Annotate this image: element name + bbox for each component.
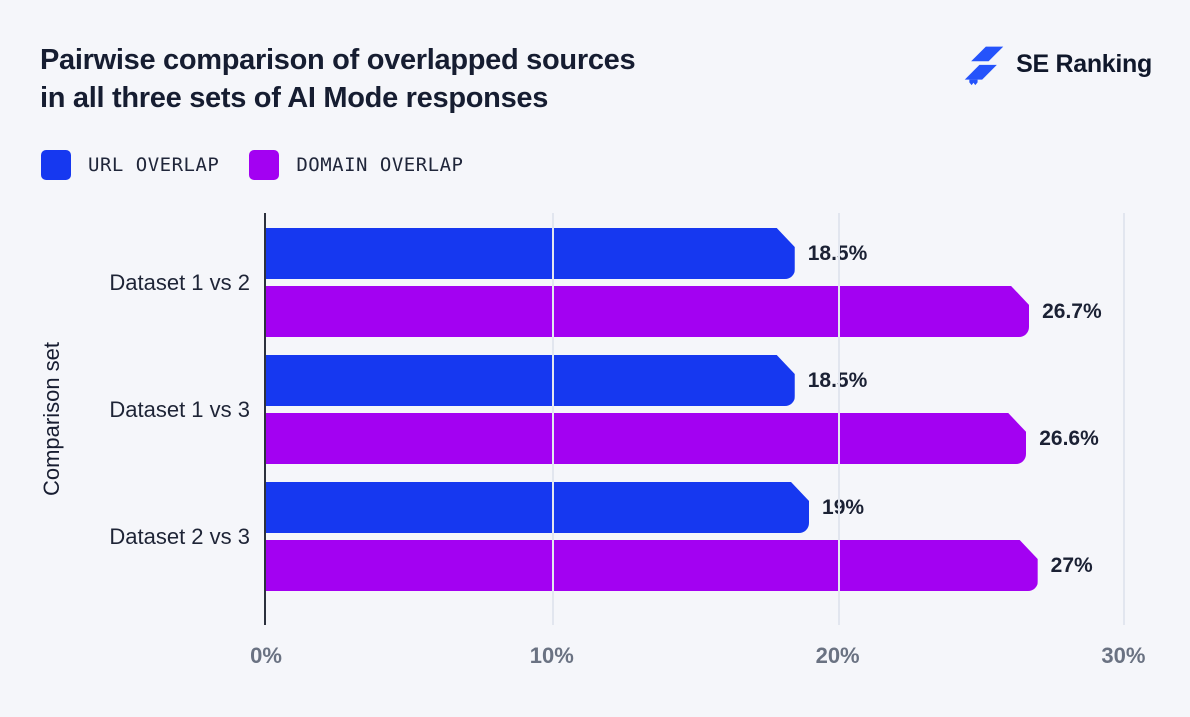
gridline-10 <box>551 213 554 625</box>
bar-value-label-domain-overlap-dataset-1-vs-2: 26.7% <box>1042 299 1102 323</box>
bar-url-overlap-dataset-2-vs-3 <box>266 482 809 533</box>
lightning-bolt-icon <box>962 42 1006 86</box>
bar-domain-overlap-dataset-1-vs-2 <box>266 286 1029 337</box>
bar-row-domain-overlap-dataset-1-vs-3: 26.6% <box>266 413 1152 464</box>
legend-swatch-domain-overlap <box>249 150 280 180</box>
bar-group-dataset-1-vs-3: 18.5% 26.6% <box>266 355 1152 464</box>
legend-label-url-overlap: URL OVERLAP <box>88 154 220 176</box>
legend-item-domain-overlap: DOMAIN OVERLAP <box>249 150 463 180</box>
x-tick-label-0: 0% <box>250 643 282 668</box>
bar-value-label-url-overlap-dataset-1-vs-2: 18.5% <box>808 242 868 266</box>
bar-value-label-domain-overlap-dataset-1-vs-3: 26.6% <box>1039 426 1099 450</box>
category-label-dataset-1-vs-2: Dataset 1 vs 2 <box>109 269 250 295</box>
bar-row-domain-overlap-dataset-2-vs-3: 27% <box>266 540 1152 591</box>
bar-groups: 18.5% 26.7% 18.5% 26.6% 19% 27% <box>266 228 1152 591</box>
bar-row-domain-overlap-dataset-1-vs-2: 26.7% <box>266 286 1152 337</box>
bar-value-label-url-overlap-dataset-2-vs-3: 19% <box>822 495 865 519</box>
legend-swatch-url-overlap <box>41 150 71 180</box>
bar-group-dataset-1-vs-2: 18.5% 26.7% <box>266 228 1152 337</box>
bar-value-label-domain-overlap-dataset-2-vs-3: 27% <box>1050 553 1093 577</box>
bar-value-label-url-overlap-dataset-1-vs-3: 18.5% <box>808 369 868 393</box>
category-label-dataset-1-vs-3: Dataset 1 vs 3 <box>109 396 250 422</box>
legend-label-domain-overlap: DOMAIN OVERLAP <box>296 154 464 176</box>
category-label-dataset-2-vs-3: Dataset 2 vs 3 <box>109 523 250 549</box>
se-ranking-logo: SE Ranking <box>962 42 1152 86</box>
legend-item-url-overlap: URL OVERLAP <box>41 150 219 180</box>
page-title-line-2: in all three sets of AI Mode responses <box>40 82 549 114</box>
plot-area: 18.5% 26.7% 18.5% 26.6% 19% 27% Dataset 1 vs … <box>109 213 1152 668</box>
legend: URL OVERLAP DOMAIN OVERLAP <box>41 150 464 180</box>
bar-url-overlap-dataset-1-vs-2 <box>266 228 795 279</box>
brand-name: SE Ranking <box>1016 49 1152 78</box>
bar-row-url-overlap-dataset-1-vs-2: 18.5% <box>266 228 1152 279</box>
x-tick-label-10: 10% <box>529 643 574 668</box>
page-title-line-1: Pairwise comparison of overlapped source… <box>40 44 636 76</box>
bar-domain-overlap-dataset-2-vs-3 <box>266 540 1038 591</box>
bar-domain-overlap-dataset-1-vs-3 <box>266 413 1026 464</box>
bar-url-overlap-dataset-1-vs-3 <box>266 355 795 406</box>
bar-group-dataset-2-vs-3: 19% 27% <box>266 482 1152 591</box>
bar-row-url-overlap-dataset-2-vs-3: 19% <box>266 482 1152 533</box>
gridline-20 <box>837 213 840 625</box>
x-tick-label-30: 30% <box>1101 643 1146 668</box>
gridline-30 <box>1123 213 1126 625</box>
x-tick-label-20: 20% <box>815 643 860 668</box>
page-title: Pairwise comparison of overlapped source… <box>40 41 636 117</box>
bar-row-url-overlap-dataset-1-vs-3: 18.5% <box>266 355 1152 406</box>
